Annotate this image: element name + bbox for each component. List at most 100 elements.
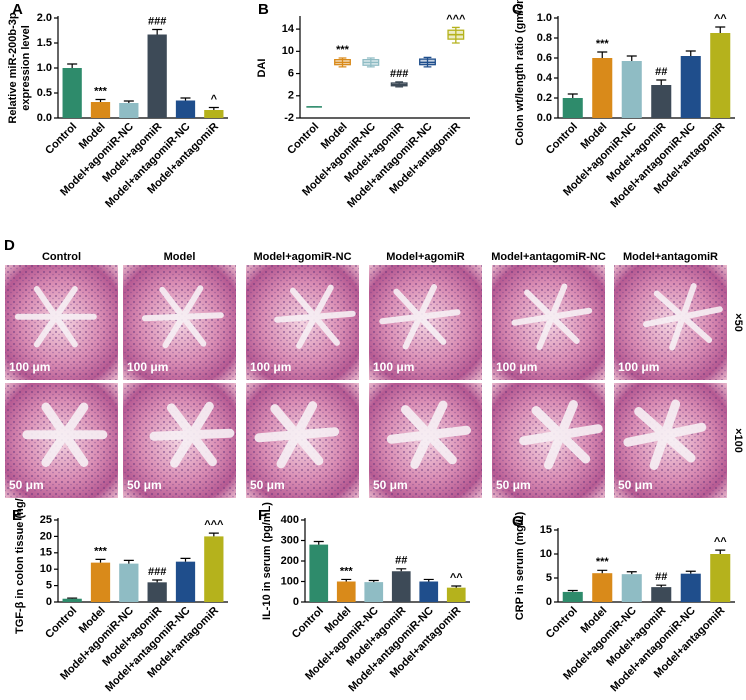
x-tick-label: Control [290, 605, 326, 641]
scale-bar-label: 100 μm [9, 360, 50, 374]
scale-bar-label: 50 μm [250, 478, 285, 492]
scale-bar-label: 50 μm [618, 478, 653, 492]
y-tick-label: 5 [546, 572, 552, 584]
error-bar [67, 63, 78, 68]
y-tick-label: 15 [540, 524, 552, 536]
bar [710, 554, 731, 602]
bar [147, 582, 167, 602]
lumen [22, 402, 108, 467]
bar [621, 61, 642, 118]
significance: ### [148, 15, 166, 27]
y-tick-label: 400 [281, 514, 299, 526]
error-bar [567, 589, 578, 592]
error-bar [396, 568, 407, 572]
x-tick-label: Control [43, 605, 79, 641]
error-bar [95, 558, 106, 563]
bar [119, 563, 139, 602]
significance: *** [336, 44, 350, 56]
scale-bar-label: 100 μm [618, 360, 659, 374]
bar [680, 573, 701, 602]
error-bar [656, 79, 667, 85]
significance: ### [390, 68, 408, 80]
bar [90, 102, 111, 118]
error-bar [95, 98, 106, 102]
panel-letter: B [258, 1, 269, 18]
error-bar [180, 97, 191, 101]
magnification: ×100 [732, 428, 744, 453]
x-tick-label: Control [285, 121, 321, 157]
lumen [254, 401, 340, 469]
scale-bar-label: 50 μm [9, 478, 44, 492]
significance: *** [596, 38, 610, 50]
bar [680, 56, 701, 118]
y-tick-label: 25 [40, 514, 52, 526]
y-tick-label: 0 [46, 596, 52, 608]
y-axis-label: IL-10 in serum (pg/mL) [261, 502, 273, 620]
column-label: Model [164, 251, 196, 263]
y-tick-label: 14 [282, 23, 295, 35]
panel-letter: C [512, 1, 523, 18]
bar [391, 571, 411, 602]
bar [710, 33, 731, 118]
bar [175, 100, 196, 118]
error-bar [208, 106, 219, 110]
scale-bar-label: 100 μm [373, 360, 414, 374]
y-tick-label: 0 [546, 596, 552, 608]
error-bar [123, 100, 134, 103]
error-bar [626, 55, 637, 61]
y-tick-label: 1.0 [537, 12, 552, 24]
error-bar [423, 578, 434, 582]
bar [309, 544, 329, 602]
significance: *** [94, 85, 108, 97]
lumen [141, 285, 224, 349]
bar [62, 68, 82, 118]
y-tick-label: 0.8 [537, 32, 552, 44]
y-tick-label: 0.0 [37, 112, 52, 124]
significance: *** [94, 545, 108, 557]
y-tick-label: 100 [281, 575, 299, 587]
significance: ## [655, 571, 667, 583]
y-tick-label: 20 [40, 530, 52, 542]
panel-letter: E [12, 507, 22, 524]
lumen [379, 284, 461, 350]
error-bar [597, 51, 608, 58]
error-bar [208, 532, 219, 537]
y-tick-label: 2.0 [37, 12, 52, 24]
x-tick-label: Control [544, 605, 580, 641]
y-tick-label: 0.5 [37, 87, 52, 99]
panel-letter: D [4, 237, 15, 254]
significance: ^^ [450, 572, 463, 584]
scale-bar-label: 100 μm [250, 360, 291, 374]
significance: ^ [211, 93, 218, 105]
y-tick-label: 300 [281, 534, 299, 546]
bar [446, 587, 466, 602]
error-bar [313, 540, 324, 545]
y-tick-label: 15 [40, 547, 52, 559]
significance: ## [395, 555, 407, 567]
scale-bar-label: 50 μm [373, 478, 408, 492]
significance: *** [340, 565, 354, 577]
bar [336, 581, 356, 602]
y-axis-label: CRP in serum (mg/L) [514, 511, 526, 620]
lumen [14, 286, 97, 348]
lumen [274, 284, 356, 349]
x-tick-label: Control [544, 121, 580, 157]
bar [147, 34, 167, 118]
significance: *** [596, 556, 610, 568]
error-bar [685, 50, 696, 56]
error-bar [180, 557, 191, 562]
error-bar [626, 571, 637, 575]
error-bar [123, 559, 134, 564]
scale-bar-label: 100 μm [496, 360, 537, 374]
error-bar [715, 549, 726, 554]
error-bar [341, 578, 352, 582]
x-tick-label: Control [43, 121, 79, 157]
y-tick-label: 10 [40, 563, 52, 575]
error-bar [152, 28, 163, 35]
significance: ## [655, 66, 667, 78]
bar [592, 573, 613, 602]
scale-bar-label: 50 μm [127, 478, 162, 492]
y-axis-label: DAI [256, 59, 268, 78]
column-label: Model+antagomiR-NC [491, 251, 606, 263]
